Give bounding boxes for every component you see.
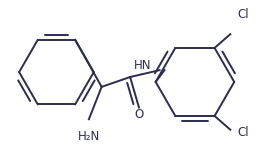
Text: H₂N: H₂N: [78, 130, 100, 143]
Text: Cl: Cl: [237, 126, 249, 138]
Text: HN: HN: [134, 59, 152, 72]
Text: O: O: [134, 108, 144, 121]
Text: Cl: Cl: [237, 8, 249, 21]
